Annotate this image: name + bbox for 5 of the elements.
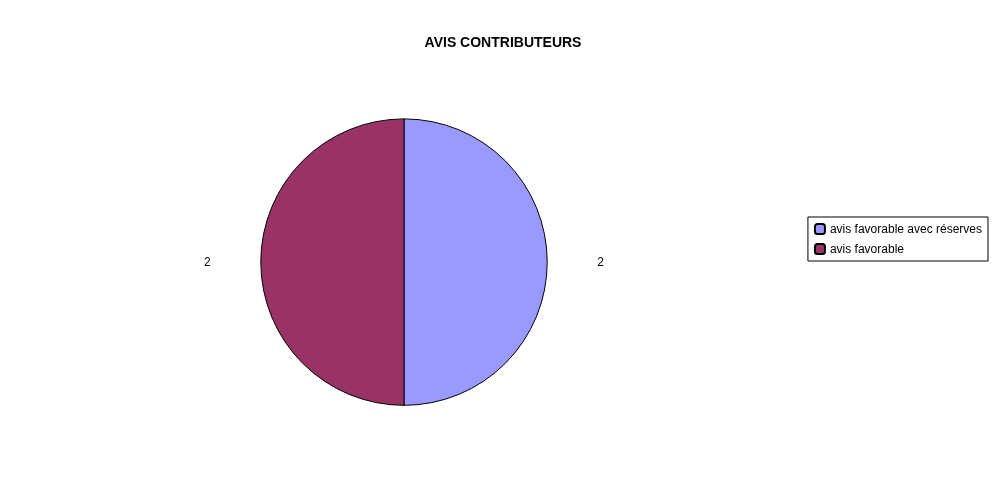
data-label: 2 xyxy=(204,255,212,270)
chart-title: AVIS CONTRIBUTEURS xyxy=(424,34,582,50)
data-label: 2 xyxy=(597,255,605,270)
legend-label: avis favorable avec réserves xyxy=(829,222,983,236)
legend-label: avis favorable xyxy=(829,242,905,256)
